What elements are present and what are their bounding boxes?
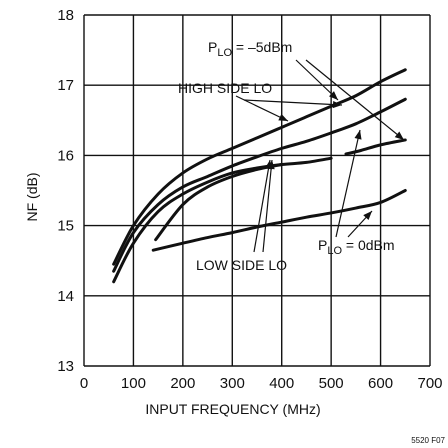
nf-curve-6 [151,189,407,252]
arrow-plo-low-2 [347,210,373,238]
x-tick-label-5: 500 [319,375,344,392]
plo-high-p: P [208,39,217,55]
y-tick-label-4: 17 [57,77,74,94]
x-axis-title: INPUT FREQUENCY (MHz) [145,401,320,417]
high-side-lo-label: HIGH SIDE LO [178,80,272,96]
curves [112,68,407,284]
figure-id: 5520 F07 [411,436,445,445]
y-tick-label-1: 14 [57,288,74,305]
x-tick-label-4: 400 [269,375,294,392]
arrow-plo-high-1 [295,59,339,101]
annotation-arrows [235,59,405,253]
plo-high-annotation: PLO = –5dBm [208,39,292,59]
arrow-low-side-2 [262,159,275,253]
nf-curve-2 [112,97,407,273]
y-tick-label-5: 18 [57,7,74,24]
plo-low-annotation: PLO = 0dBm [318,237,395,257]
y-tick-label-3: 16 [57,147,74,164]
arrow-low-side-1 [253,159,273,253]
x-tick-label-0: 0 [80,375,88,392]
y-tick-label-2: 15 [57,218,74,235]
arrow-plo-low-1 [335,129,362,238]
x-tick-label-2: 200 [170,375,195,392]
arrow-high-side-1 [235,95,289,122]
plo-low-sub: LO [327,245,342,257]
plo-low-value: = 0dBm [342,237,395,253]
x-tick-label-6: 600 [368,375,393,392]
x-tick-label-7: 700 [417,375,442,392]
y-tick-label-0: 13 [57,358,74,375]
tick-labels: 0 100 200 300 400 500 600 700 13 14 15 16 17 18 [57,7,442,392]
arrow-high-side-2 [243,99,343,109]
y-axis-title: NF (dB) [24,173,40,222]
arrow-plo-high-2 [305,59,405,141]
plo-high-value: = –5dBm [232,39,292,55]
nf-curve-3 [112,156,333,284]
low-side-lo-label: LOW SIDE LO [196,257,287,273]
x-tick-label-1: 100 [121,375,146,392]
x-tick-label-3: 300 [220,375,245,392]
plo-low-p: P [318,237,327,253]
nf-curve-5 [344,138,407,156]
nf-curve-1 [112,68,407,266]
plo-high-sub: LO [217,47,232,59]
grid [83,14,431,367]
nf-curve-4 [154,163,284,242]
